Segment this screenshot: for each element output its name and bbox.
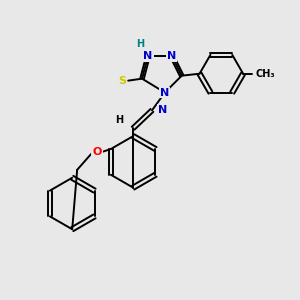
Text: N: N (160, 88, 170, 98)
Text: H: H (115, 115, 123, 125)
Text: O: O (92, 147, 102, 157)
Text: N: N (143, 51, 153, 61)
Text: S: S (118, 76, 126, 85)
Text: H: H (136, 39, 144, 49)
Text: N: N (167, 51, 176, 61)
Text: CH₃: CH₃ (255, 69, 274, 79)
Text: N: N (158, 105, 167, 116)
